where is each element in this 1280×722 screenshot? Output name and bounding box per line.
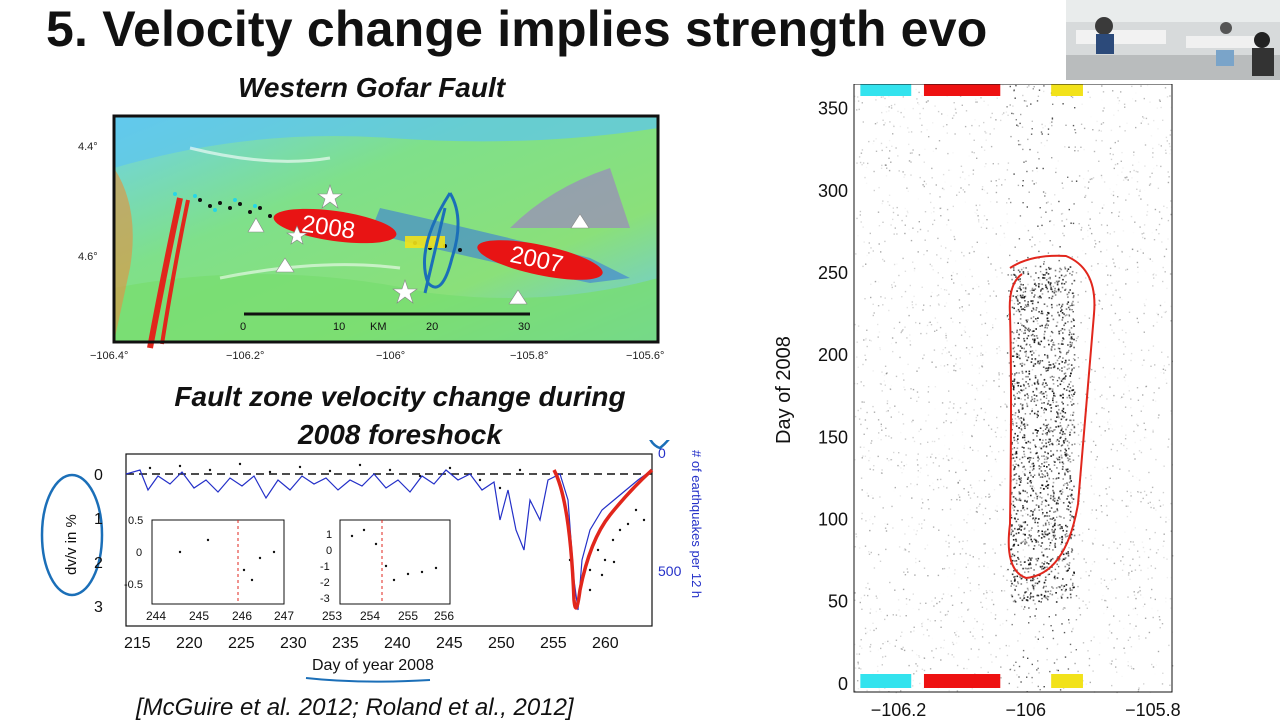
y-tick: 3 — [94, 599, 103, 616]
y-tick-label: 0 — [838, 674, 848, 694]
velocity-title-line1: Fault zone velocity change during — [174, 381, 626, 412]
lon-label: −105.6° — [626, 350, 664, 362]
y-tick-right: 500 — [658, 563, 682, 579]
lat-label: 4.6° — [78, 251, 98, 263]
timeline-bars — [860, 84, 1083, 688]
slide-title: 5. Velocity change implies strength evo — [46, 1, 988, 57]
density-background — [854, 84, 1174, 694]
scalebar-tick-30: 30 — [518, 321, 530, 333]
inset2-x-tick: 254 — [360, 609, 380, 623]
inset2-y-tick: -3 — [320, 593, 330, 605]
inset2-x-tick: 253 — [322, 609, 342, 623]
x-tick-label: −105.8 — [1125, 700, 1181, 720]
inset1-y-tick: 0.5 — [128, 515, 143, 527]
x-axis-ticks: −106.2 −106 −105.8 — [871, 700, 1181, 720]
citation: [McGuire et al. 2012; Roland et al., 201… — [136, 694, 574, 721]
inset2-y-tick: 1 — [326, 529, 332, 541]
xlabel-day: Day of year 2008 — [312, 657, 434, 674]
y-tick-label: 250 — [818, 263, 848, 283]
density-chart: 0 50 100 150 200 250 300 350 −106.2 −106 −105.8 D… — [773, 84, 1181, 720]
lon-label: −106° — [376, 350, 405, 362]
x-tick-label: −106.2 — [871, 700, 927, 720]
x-tick: 215 — [124, 635, 151, 652]
y-tick-label: 200 — [818, 345, 848, 365]
x-tick-label: −106 — [1005, 700, 1046, 720]
inset1-x-tick: 244 — [146, 609, 166, 623]
lon-label: −105.8° — [510, 350, 548, 362]
velocity-plot: dv/v in % 0 1 2 3 0 500 # of earthquakes… — [40, 440, 704, 683]
scalebar-tick-0: 0 — [240, 321, 246, 333]
y-axis-ticks: 0 50 100 150 200 250 300 350 — [818, 99, 848, 694]
lon-label: −106.4° — [90, 350, 128, 362]
y-tick-label: 150 — [818, 427, 848, 447]
x-tick: 220 — [176, 635, 203, 652]
inset1-y-tick: 0 — [136, 547, 142, 559]
lat-label: 4.4° — [78, 141, 98, 153]
x-tick: 230 — [280, 635, 307, 652]
timeline-segment — [923, 674, 1001, 688]
y-tick-label: 350 — [818, 99, 848, 119]
inset1-x-tick: 246 — [232, 609, 252, 623]
velocity-title-line2: 2008 foreshock — [298, 419, 502, 450]
y-tick-right: 0 — [658, 445, 666, 461]
x-tick: 250 — [488, 635, 515, 652]
ylabel-dvv: dv/v in % — [63, 514, 80, 575]
timeline-segment — [923, 84, 1001, 96]
inset2-y-tick: 0 — [326, 545, 332, 557]
inset2-x-tick: 255 — [398, 609, 418, 623]
timeline-segment — [860, 84, 912, 96]
y-tick-label: 100 — [818, 509, 848, 529]
inset2-y-tick: -1 — [320, 561, 330, 573]
y-tick: 1 — [94, 511, 103, 528]
x-tick: 240 — [384, 635, 411, 652]
y-tick-label: 50 — [828, 592, 848, 612]
webcam-overlay — [1066, 0, 1280, 80]
x-tick: 225 — [228, 635, 255, 652]
inset1-x-tick: 247 — [274, 609, 294, 623]
x-tick: 260 — [592, 635, 619, 652]
scalebar-unit: KM — [370, 321, 387, 333]
timeline-segment — [1051, 674, 1083, 688]
scalebar-tick-10: 10 — [333, 321, 345, 333]
timeline-segment — [1051, 84, 1083, 96]
scalebar-tick-20: 20 — [426, 321, 438, 333]
inset1-y-tick: -0.5 — [124, 579, 143, 591]
map-title: Western Gofar Fault — [238, 72, 506, 103]
x-tick: 255 — [540, 635, 567, 652]
inset2-x-tick: 256 — [434, 609, 454, 623]
inset1-x-tick: 245 — [189, 609, 209, 623]
inset2-y-tick: -2 — [320, 577, 330, 589]
y-tick: 2 — [94, 555, 103, 572]
ink-annotation-loop — [1007, 254, 1096, 580]
y-tick: 0 — [94, 467, 103, 484]
timeline-segment — [860, 674, 912, 688]
x-tick: 235 — [332, 635, 359, 652]
lon-label: −106.2° — [226, 350, 264, 362]
ylabel-earthquakes: # of earthquakes per 12 h — [689, 450, 704, 598]
ylabel-day: Day of 2008 — [773, 336, 795, 444]
fault-map: 2008 2007 0 10 KM 20 30 4.4° 4.6° −106.4… — [78, 114, 664, 362]
x-tick: 245 — [436, 635, 463, 652]
y-tick-label: 300 — [818, 181, 848, 201]
